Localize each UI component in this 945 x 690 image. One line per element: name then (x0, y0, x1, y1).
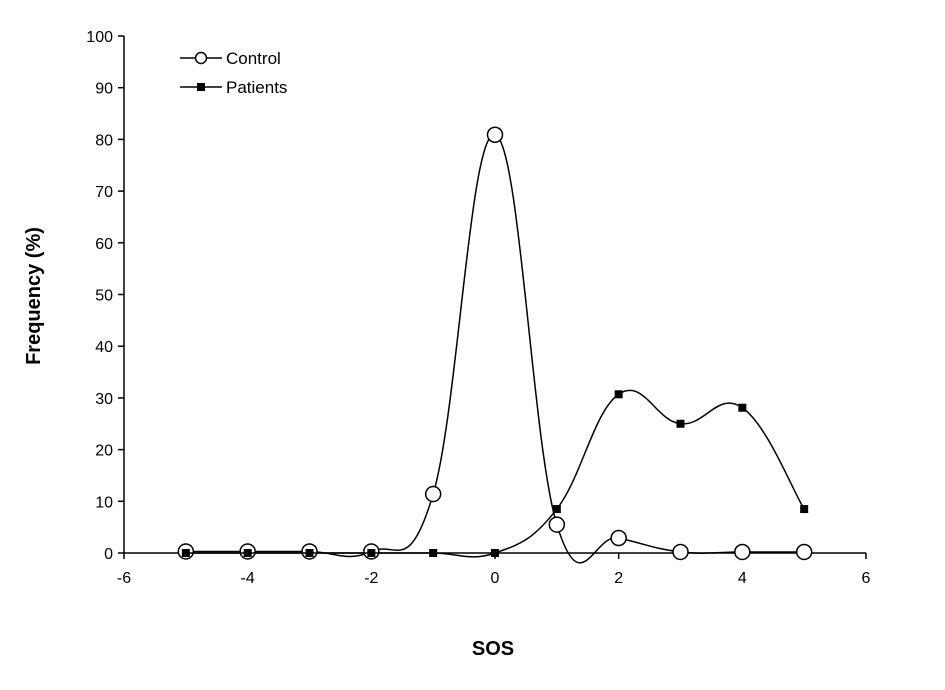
y-tick-label: 40 (95, 339, 113, 356)
x-axis-title: SOS (472, 638, 514, 660)
y-tick-label: 0 (104, 546, 113, 563)
data-point-patients (243, 549, 252, 557)
series-control (177, 126, 813, 564)
x-tick-label: 4 (738, 570, 747, 587)
x-tick-label: -2 (364, 570, 378, 587)
data-point-patients (367, 549, 376, 557)
series-line-control (185, 133, 805, 564)
legend-label: Control (226, 49, 281, 68)
data-point-control (610, 529, 627, 547)
legend-marker (194, 51, 208, 65)
x-tick-label: 2 (614, 570, 623, 587)
legend: Control Patients (180, 49, 287, 97)
axes (123, 36, 866, 554)
series-line-patients (185, 389, 805, 558)
y-tick-label: 90 (95, 81, 113, 98)
data-point-control (486, 126, 504, 143)
x-tick-label: -6 (117, 570, 131, 587)
legend-item-control: Control (180, 49, 281, 68)
y-axis-ticks: 0 10 20 30 40 50 60 70 80 90 100 (86, 29, 124, 563)
y-tick-label: 50 (95, 288, 113, 305)
x-tick-label: 6 (862, 570, 871, 587)
data-point-control (548, 516, 566, 533)
y-tick-label: 70 (95, 184, 113, 201)
series (177, 126, 813, 564)
x-tick-label: 0 (491, 570, 500, 587)
data-point-patients (491, 549, 499, 557)
data-point-control (672, 543, 689, 561)
x-axis-ticks: -6 -4 -2 0 2 4 6 (117, 553, 871, 587)
data-point-patients (429, 549, 438, 557)
series-patients (181, 389, 809, 558)
legend-item-patients: Patients (180, 78, 287, 97)
data-point-patients (676, 419, 685, 428)
y-tick-label: 30 (95, 391, 113, 408)
data-point-patients (738, 403, 747, 412)
y-axis-title: Frequency (%) (23, 227, 45, 365)
data-point-patients (614, 390, 623, 399)
legend-label: Patients (226, 78, 287, 97)
data-point-patients (181, 549, 190, 557)
y-tick-label: 20 (95, 443, 113, 460)
x-tick-label: -4 (241, 570, 255, 587)
data-point-patients (800, 505, 809, 514)
data-point-control (424, 485, 442, 503)
data-point-patients (552, 505, 561, 514)
y-tick-label: 60 (95, 236, 113, 253)
data-point-control (734, 543, 751, 561)
y-tick-label: 100 (86, 29, 113, 46)
y-tick-label: 10 (95, 494, 113, 511)
legend-marker (197, 83, 205, 91)
y-tick-label: 80 (95, 132, 113, 149)
data-point-control (795, 543, 813, 561)
data-point-patients (305, 549, 314, 557)
